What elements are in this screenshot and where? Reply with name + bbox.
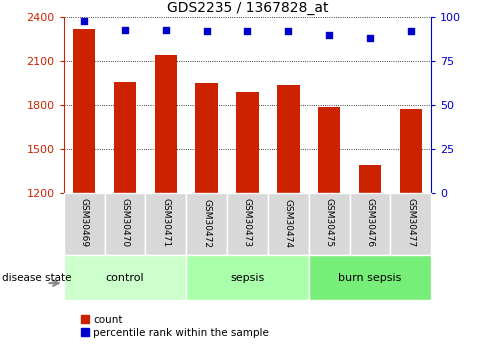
Bar — [359, 165, 381, 345]
Bar — [154, 55, 177, 345]
Bar — [104, 193, 146, 255]
Point — [121, 27, 129, 32]
Text: GSM30472: GSM30472 — [202, 198, 211, 247]
Text: GSM30470: GSM30470 — [121, 198, 129, 248]
Point — [244, 29, 251, 34]
Bar — [114, 82, 136, 345]
Bar — [349, 193, 391, 255]
Bar — [186, 193, 227, 255]
Bar — [64, 193, 104, 255]
Bar — [391, 193, 431, 255]
Point — [203, 29, 211, 34]
Point — [325, 32, 333, 38]
Point — [407, 29, 415, 34]
Title: GDS2235 / 1367828_at: GDS2235 / 1367828_at — [167, 1, 328, 15]
Text: GSM30477: GSM30477 — [406, 198, 416, 248]
Point — [80, 18, 88, 23]
Bar — [196, 83, 218, 345]
Bar — [268, 193, 309, 255]
Bar — [146, 193, 186, 255]
Text: burn sepsis: burn sepsis — [338, 273, 402, 283]
Bar — [236, 92, 259, 345]
Text: sepsis: sepsis — [230, 273, 265, 283]
Bar — [186, 255, 309, 300]
Text: GSM30474: GSM30474 — [284, 198, 293, 247]
Bar — [399, 109, 422, 345]
Text: GSM30475: GSM30475 — [324, 198, 334, 248]
Text: GSM30471: GSM30471 — [161, 198, 171, 248]
Bar — [318, 107, 341, 345]
Bar — [73, 29, 96, 345]
Bar — [227, 193, 268, 255]
Text: disease state: disease state — [2, 273, 72, 283]
Text: GSM30476: GSM30476 — [366, 198, 374, 248]
Legend: count, percentile rank within the sample: count, percentile rank within the sample — [79, 313, 271, 340]
Point — [284, 29, 292, 34]
Text: control: control — [106, 273, 144, 283]
Text: GSM30469: GSM30469 — [79, 198, 89, 248]
Bar — [277, 85, 299, 345]
Bar — [309, 255, 431, 300]
Point — [162, 27, 170, 32]
Point — [366, 36, 374, 41]
Bar — [309, 193, 349, 255]
Bar — [64, 255, 186, 300]
Text: GSM30473: GSM30473 — [243, 198, 252, 248]
